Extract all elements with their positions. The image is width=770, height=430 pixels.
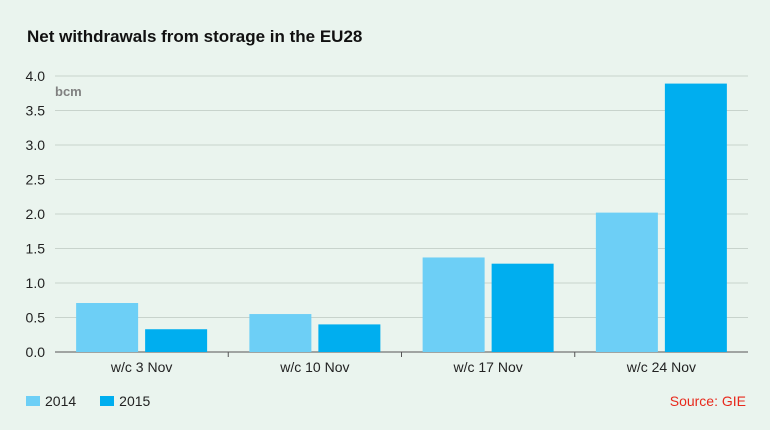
- y-tick-label: 4.0: [26, 68, 46, 84]
- legend-item-2015: 2015: [100, 393, 150, 409]
- legend-label-2014: 2014: [45, 393, 77, 409]
- bar-2015-4: [664, 83, 727, 352]
- bar-2015-1: [145, 329, 208, 352]
- x-tick-label: w/c 24 Nov: [626, 359, 696, 375]
- legend-item-2014: 2014: [26, 393, 76, 409]
- y-tick-label: 3.0: [26, 137, 46, 153]
- y-axis-unit-label: bcm: [55, 84, 82, 99]
- chart-title: Net withdrawals from storage in the EU28: [27, 27, 363, 46]
- legend-swatch-2014: [26, 396, 40, 406]
- y-tick-label: 1.0: [26, 275, 46, 291]
- bar-2014-2: [249, 314, 312, 352]
- chart-legend: 2014 2015: [26, 393, 174, 409]
- bar-2014-3: [422, 257, 485, 352]
- y-tick-label: 2.5: [26, 172, 46, 188]
- legend-swatch-2015: [100, 396, 115, 406]
- x-tick-label: w/c 3 Nov: [110, 359, 172, 375]
- y-tick-label: 1.5: [26, 241, 46, 257]
- bar-2015-3: [491, 263, 554, 352]
- x-tick-label: w/c 10 Nov: [279, 359, 349, 375]
- x-tick-label: w/c 17 Nov: [453, 359, 523, 375]
- y-tick-label: 0.0: [26, 344, 46, 360]
- bar-2014-4: [595, 212, 658, 352]
- y-tick-label: 2.0: [26, 206, 46, 222]
- y-tick-label: 0.5: [26, 310, 46, 326]
- bar-2014-1: [76, 303, 139, 352]
- source-note: Source: GIE: [669, 393, 746, 409]
- bar-2015-2: [318, 324, 381, 352]
- y-tick-label: 3.5: [26, 103, 46, 119]
- legend-label-2015: 2015: [119, 393, 151, 409]
